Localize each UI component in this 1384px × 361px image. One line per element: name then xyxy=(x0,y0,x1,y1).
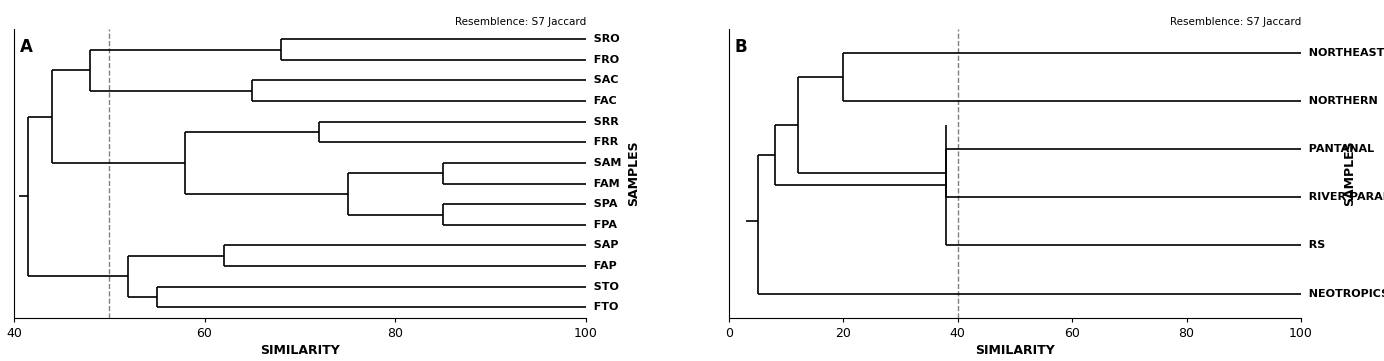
Text: SAP: SAP xyxy=(585,240,619,251)
Y-axis label: SAMPLES: SAMPLES xyxy=(627,140,641,206)
Text: SAM: SAM xyxy=(585,158,621,168)
Text: NEOTROPICS: NEOTROPICS xyxy=(1301,288,1384,299)
X-axis label: SIMILARITY: SIMILARITY xyxy=(976,344,1055,357)
Text: FTO: FTO xyxy=(585,303,619,312)
Text: NORTHERN: NORTHERN xyxy=(1301,96,1377,106)
Text: SPA: SPA xyxy=(585,199,617,209)
Text: FAC: FAC xyxy=(585,96,617,106)
Text: STO: STO xyxy=(585,282,619,292)
Text: RIVER PARANÁ: RIVER PARANÁ xyxy=(1301,192,1384,203)
Text: Resemblence: S7 Jaccard: Resemblence: S7 Jaccard xyxy=(454,17,585,27)
X-axis label: SIMILARITY: SIMILARITY xyxy=(260,344,339,357)
Text: FAP: FAP xyxy=(585,261,617,271)
Text: FPA: FPA xyxy=(585,220,617,230)
Text: FRO: FRO xyxy=(585,55,619,65)
Text: A: A xyxy=(19,38,32,56)
Text: SRO: SRO xyxy=(585,34,620,44)
Text: SRR: SRR xyxy=(585,117,619,127)
Y-axis label: SAMPLES: SAMPLES xyxy=(1342,140,1355,206)
Text: NORTHEAST: NORTHEAST xyxy=(1301,48,1384,58)
Text: B: B xyxy=(735,38,747,56)
Text: FRR: FRR xyxy=(585,137,619,147)
Text: Resemblence: S7 Jaccard: Resemblence: S7 Jaccard xyxy=(1169,17,1301,27)
Text: SAC: SAC xyxy=(585,75,619,86)
Text: RS: RS xyxy=(1301,240,1326,251)
Text: FAM: FAM xyxy=(585,179,620,188)
Text: PANTANAL: PANTANAL xyxy=(1301,144,1374,154)
